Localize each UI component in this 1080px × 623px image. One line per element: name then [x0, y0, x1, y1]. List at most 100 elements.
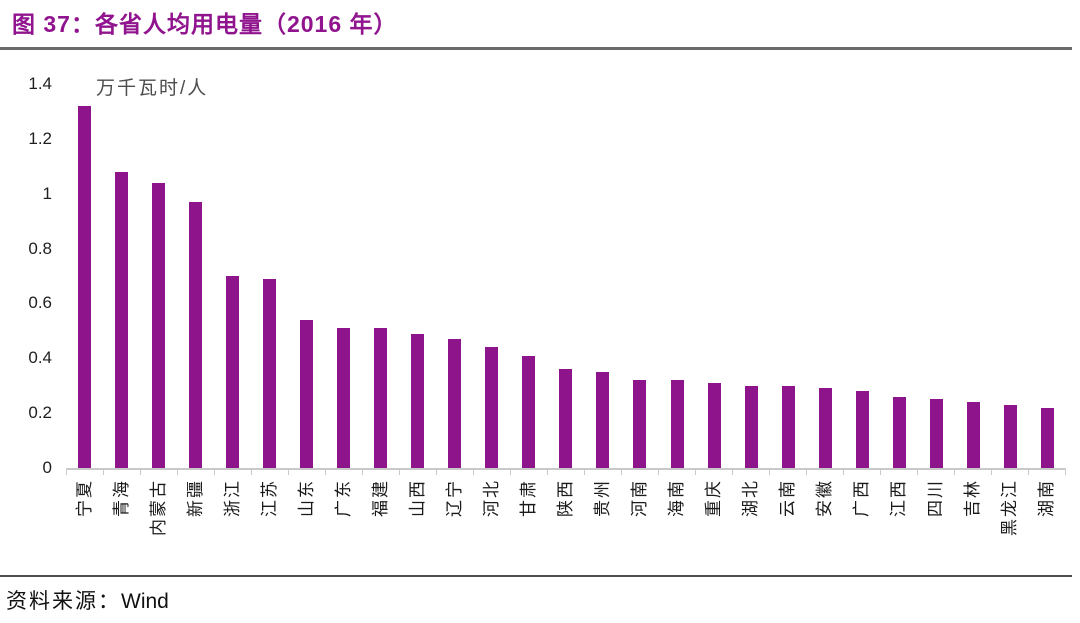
- x-axis-label-cell: 宁夏: [66, 475, 103, 575]
- x-axis-label: 贵州: [592, 479, 612, 517]
- x-axis-label-cell: 安徽: [807, 475, 844, 575]
- x-axis-label: 湖南: [1037, 479, 1057, 517]
- bar-slot: [214, 84, 251, 468]
- x-axis-tick: [548, 470, 585, 475]
- x-axis-ticks: [66, 470, 1066, 475]
- bar-slot: [325, 84, 362, 468]
- bar-江西: [892, 396, 906, 468]
- source-label: 资料来源：: [6, 589, 121, 613]
- bar-青海: [115, 171, 129, 468]
- x-axis-tick: [474, 470, 511, 475]
- y-axis-tick-label: 0: [42, 458, 52, 477]
- x-axis-tick: [289, 470, 326, 475]
- x-axis-label: 黑龙江: [1000, 479, 1020, 536]
- bar-slot: [992, 84, 1029, 468]
- bar-安徽: [818, 388, 832, 468]
- x-axis-label-cell: 海南: [659, 475, 696, 575]
- bar-甘肃: [522, 355, 536, 468]
- x-axis-label-cell: 重庆: [696, 475, 733, 575]
- x-axis-label: 内蒙古: [148, 479, 168, 536]
- bar-slot: [66, 84, 103, 468]
- source-note: 资料来源：Wind: [0, 577, 1080, 615]
- x-axis-tick: [66, 470, 104, 475]
- bar-slot: [844, 84, 881, 468]
- x-axis-tick: [252, 470, 289, 475]
- bar-slot: [399, 84, 436, 468]
- x-axis-label: 宁夏: [74, 479, 94, 517]
- y-axis-tick-label: 0.2: [28, 403, 52, 423]
- x-axis-tick: [918, 470, 955, 475]
- x-axis-label-cell: 黑龙江: [992, 475, 1029, 575]
- x-axis-label: 湖北: [741, 479, 761, 517]
- bar-slot: [770, 84, 807, 468]
- y-axis-unit-label: 万千瓦时/人: [96, 78, 209, 99]
- x-axis-label: 安徽: [815, 479, 835, 517]
- bar-slot: [547, 84, 584, 468]
- x-axis-tick: [326, 470, 363, 475]
- bar-slot: [177, 84, 214, 468]
- x-axis-tick: [437, 470, 474, 475]
- x-axis-tick: [363, 470, 400, 475]
- x-axis-tick: [696, 470, 733, 475]
- bar-云南: [781, 385, 795, 468]
- x-axis-label: 陕西: [555, 479, 575, 517]
- x-axis-label-cell: 新疆: [177, 475, 214, 575]
- y-axis-tick-label: 0.4: [28, 348, 52, 368]
- bar-黑龙江: [1003, 404, 1017, 468]
- x-axis-label-cell: 江苏: [251, 475, 288, 575]
- bar-海南: [670, 380, 684, 468]
- y-axis-tick-label: 0.8: [28, 238, 52, 258]
- bar-河南: [633, 380, 647, 468]
- x-axis-label: 河南: [629, 479, 649, 517]
- x-axis-label: 河北: [481, 479, 501, 517]
- x-axis-tick: [955, 470, 992, 475]
- bar-重庆: [707, 382, 721, 468]
- x-axis-tick: [1029, 470, 1066, 475]
- bar-slot: [288, 84, 325, 468]
- bar-新疆: [189, 201, 203, 468]
- y-axis-tick-label: 1.4: [28, 74, 52, 93]
- bar-slot: [140, 84, 177, 468]
- bars-container: [66, 84, 1066, 468]
- x-axis-label: 江西: [889, 479, 909, 517]
- x-axis-label: 青海: [111, 479, 131, 517]
- x-axis-label: 江苏: [259, 479, 279, 517]
- bar-浙江: [226, 276, 240, 468]
- x-axis-label: 新疆: [185, 479, 205, 517]
- bar-辽宁: [448, 339, 462, 468]
- bar-slot: [696, 84, 733, 468]
- x-axis-label: 重庆: [704, 479, 724, 517]
- footer-divider: [0, 575, 1072, 577]
- bar-slot: [881, 84, 918, 468]
- bar-slot: [473, 84, 510, 468]
- x-axis-label-cell: 陕西: [547, 475, 584, 575]
- x-axis-label-cell: 云南: [770, 475, 807, 575]
- bar-slot: [659, 84, 696, 468]
- x-axis-label: 山东: [296, 479, 316, 517]
- x-axis-tick: [881, 470, 918, 475]
- x-axis-tick: [585, 470, 622, 475]
- x-axis-label-cell: 广东: [325, 475, 362, 575]
- x-axis-label: 甘肃: [518, 479, 538, 517]
- x-axis-tick: [844, 470, 881, 475]
- x-axis-tick: [104, 470, 141, 475]
- bar-slot: [251, 84, 288, 468]
- bar-陕西: [559, 369, 573, 468]
- x-axis-tick: [141, 470, 178, 475]
- x-axis-label-cell: 吉林: [955, 475, 992, 575]
- bar-河北: [485, 347, 499, 468]
- x-axis-label-cell: 贵州: [584, 475, 621, 575]
- bar-吉林: [966, 402, 980, 468]
- x-axis-tick: [659, 470, 696, 475]
- x-axis-tick: [622, 470, 659, 475]
- x-axis-label: 四川: [926, 479, 946, 517]
- x-axis-label-cell: 湖南: [1029, 475, 1066, 575]
- bar-广西: [855, 391, 869, 468]
- x-axis-tick: [178, 470, 215, 475]
- chart-title: 图 37：各省人均用电量（2016 年）: [12, 11, 398, 37]
- bar-福建: [374, 328, 388, 468]
- x-axis-tick: [992, 470, 1029, 475]
- bar-slot: [510, 84, 547, 468]
- x-axis-labels: 宁夏 青海 内蒙古 新疆 浙江 江苏 山东 广东 福建 山西 辽宁 河北 甘肃 陕西 贵州 河南 海南 重庆 湖北云…: [66, 475, 1066, 575]
- x-axis-tick: [511, 470, 548, 475]
